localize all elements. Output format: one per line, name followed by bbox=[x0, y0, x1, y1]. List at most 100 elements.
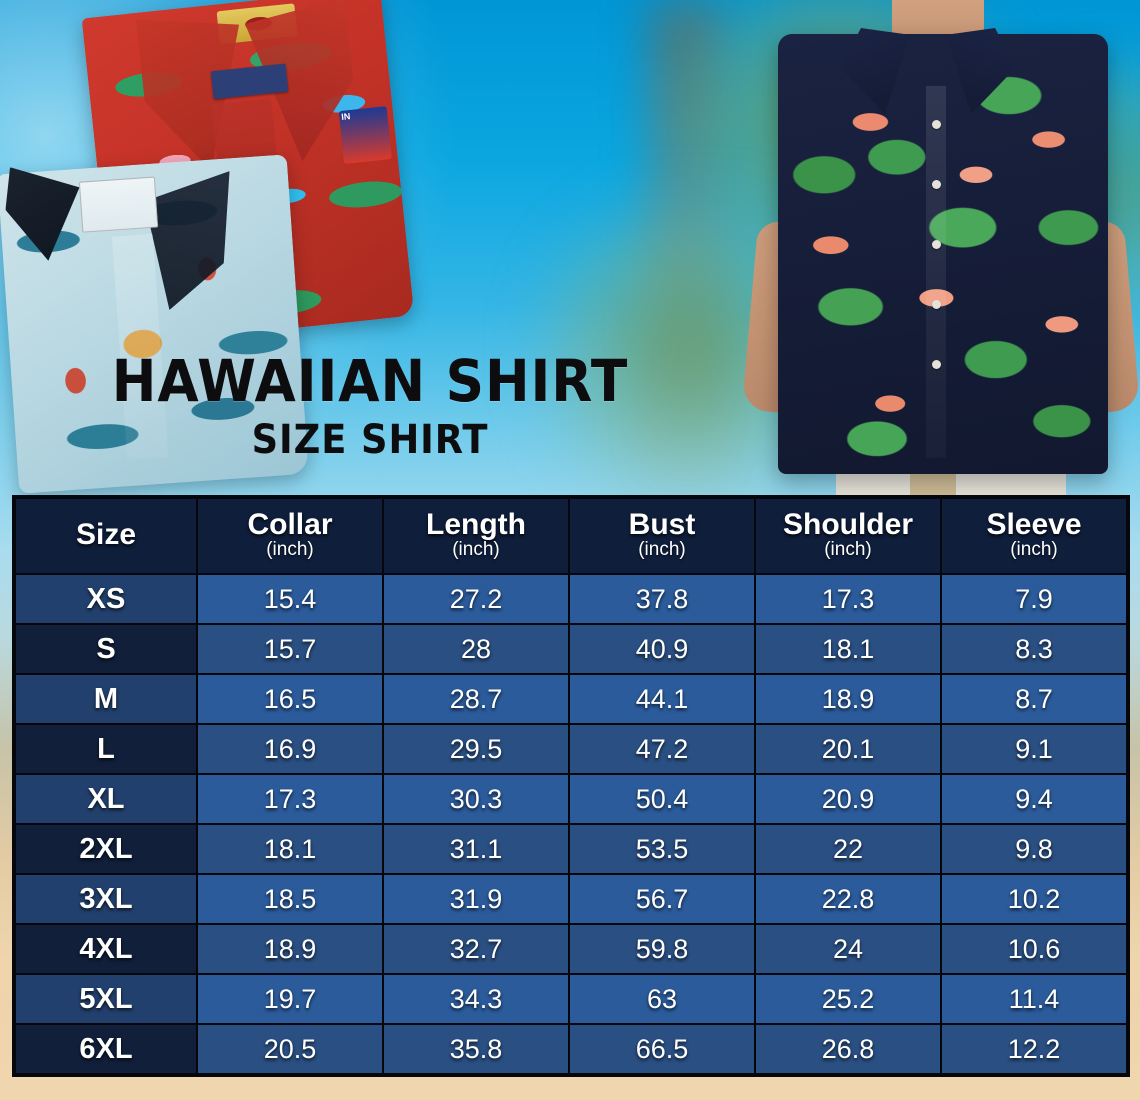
shoulder-value-cell: 17.3 bbox=[756, 575, 940, 624]
size-label-cell: 6XL bbox=[16, 1025, 196, 1074]
length-value-cell: 35.8 bbox=[384, 1025, 568, 1074]
bust-value-cell: 44.1 bbox=[570, 675, 754, 724]
collar-value-cell: 17.3 bbox=[198, 775, 382, 824]
bust-value-cell: 40.9 bbox=[570, 625, 754, 674]
column-header-length: Length (inch) bbox=[384, 499, 568, 574]
sleeve-value-cell: 9.4 bbox=[942, 775, 1126, 824]
table-row: 2XL 18.1 31.1 53.5 22 9.8 bbox=[16, 825, 1126, 874]
column-header-unit: (inch) bbox=[638, 539, 686, 561]
length-value-cell: 27.2 bbox=[384, 575, 568, 624]
column-header-unit: (inch) bbox=[266, 539, 314, 561]
column-header-sleeve: Sleeve (inch) bbox=[942, 499, 1126, 574]
table-row: XL 17.3 30.3 50.4 20.9 9.4 bbox=[16, 775, 1126, 824]
size-label-cell: 3XL bbox=[16, 875, 196, 924]
sleeve-value-cell: 10.6 bbox=[942, 925, 1126, 974]
bust-value-cell: 56.7 bbox=[570, 875, 754, 924]
column-header-size: Size bbox=[16, 499, 196, 574]
size-label-cell: XL bbox=[16, 775, 196, 824]
shoulder-value-cell: 24 bbox=[756, 925, 940, 974]
sleeve-value-cell: 8.7 bbox=[942, 675, 1126, 724]
collar-value-cell: 16.9 bbox=[198, 725, 382, 774]
shirt-button bbox=[932, 180, 941, 189]
blue-shirt-collar-right bbox=[143, 171, 239, 311]
collar-value-cell: 18.1 bbox=[198, 825, 382, 874]
shoulder-value-cell: 22 bbox=[756, 825, 940, 874]
sleeve-value-cell: 7.9 bbox=[942, 575, 1126, 624]
length-value-cell: 28 bbox=[384, 625, 568, 674]
bust-value-cell: 47.2 bbox=[570, 725, 754, 774]
column-header-label: Length bbox=[426, 508, 526, 541]
collar-value-cell: 15.4 bbox=[198, 575, 382, 624]
shoulder-value-cell: 25.2 bbox=[756, 975, 940, 1024]
table-row: 3XL 18.5 31.9 56.7 22.8 10.2 bbox=[16, 875, 1126, 924]
column-header-collar: Collar (inch) bbox=[198, 499, 382, 574]
blue-hawaiian-shirt-image bbox=[0, 154, 309, 494]
sleeve-value-cell: 9.8 bbox=[942, 825, 1126, 874]
size-label-cell: 4XL bbox=[16, 925, 196, 974]
size-label-cell: XS bbox=[16, 575, 196, 624]
shoulder-value-cell: 22.8 bbox=[756, 875, 940, 924]
size-label-cell: 2XL bbox=[16, 825, 196, 874]
table-header-row: Size Collar (inch) Length (inch) Bust (i… bbox=[16, 499, 1126, 574]
length-value-cell: 31.1 bbox=[384, 825, 568, 874]
collar-value-cell: 15.7 bbox=[198, 625, 382, 674]
shirt-button bbox=[932, 120, 941, 129]
column-header-label: Sleeve bbox=[986, 508, 1082, 541]
table-row: 6XL 20.5 35.8 66.5 26.8 12.2 bbox=[16, 1025, 1126, 1074]
table-row: L 16.9 29.5 47.2 20.1 9.1 bbox=[16, 725, 1126, 774]
size-chart-table-wrapper: Size Collar (inch) Length (inch) Bust (i… bbox=[12, 495, 1130, 1078]
blue-shirt-collar-dark bbox=[3, 162, 85, 263]
shirt-button bbox=[932, 300, 941, 309]
model-photo bbox=[740, 0, 1140, 500]
column-header-label: Shoulder bbox=[782, 508, 913, 541]
bust-value-cell: 50.4 bbox=[570, 775, 754, 824]
collar-value-cell: 20.5 bbox=[198, 1025, 382, 1074]
length-value-cell: 34.3 bbox=[384, 975, 568, 1024]
table-row: 4XL 18.9 32.7 59.8 24 10.6 bbox=[16, 925, 1126, 974]
collar-value-cell: 19.7 bbox=[198, 975, 382, 1024]
sleeve-value-cell: 10.2 bbox=[942, 875, 1126, 924]
size-chart-table: Size Collar (inch) Length (inch) Bust (i… bbox=[14, 497, 1128, 1076]
size-label-cell: S bbox=[16, 625, 196, 674]
size-label-cell: M bbox=[16, 675, 196, 724]
shirt-button bbox=[932, 240, 941, 249]
length-value-cell: 31.9 bbox=[384, 875, 568, 924]
collar-value-cell: 16.5 bbox=[198, 675, 382, 724]
length-value-cell: 30.3 bbox=[384, 775, 568, 824]
sleeve-value-cell: 11.4 bbox=[942, 975, 1126, 1024]
column-header-shoulder: Shoulder (inch) bbox=[756, 499, 940, 574]
sleeve-value-cell: 8.3 bbox=[942, 625, 1126, 674]
shoulder-value-cell: 20.1 bbox=[756, 725, 940, 774]
bust-value-cell: 37.8 bbox=[570, 575, 754, 624]
shoulder-value-cell: 18.9 bbox=[756, 675, 940, 724]
length-value-cell: 28.7 bbox=[384, 675, 568, 724]
table-row: 5XL 19.7 34.3 63 25.2 11.4 bbox=[16, 975, 1126, 1024]
table-row: M 16.5 28.7 44.1 18.9 8.7 bbox=[16, 675, 1126, 724]
table-row: S 15.7 28 40.9 18.1 8.3 bbox=[16, 625, 1126, 674]
column-header-unit: (inch) bbox=[824, 539, 872, 561]
table-head: Size Collar (inch) Length (inch) Bust (i… bbox=[16, 499, 1126, 574]
bust-value-cell: 63 bbox=[570, 975, 754, 1024]
size-label-cell: L bbox=[16, 725, 196, 774]
shirt-button bbox=[932, 360, 941, 369]
column-header-label: Collar bbox=[247, 508, 333, 541]
red-shirt-badge: IN bbox=[338, 105, 392, 164]
column-header-bust: Bust (inch) bbox=[570, 499, 754, 574]
blue-shirt-pocket bbox=[79, 176, 158, 233]
collar-value-cell: 18.5 bbox=[198, 875, 382, 924]
shoulder-value-cell: 26.8 bbox=[756, 1025, 940, 1074]
navy-flamingo-shirt-image bbox=[778, 34, 1108, 474]
shoulder-value-cell: 20.9 bbox=[756, 775, 940, 824]
column-header-unit: (inch) bbox=[1010, 539, 1058, 561]
bust-value-cell: 66.5 bbox=[570, 1025, 754, 1074]
folded-shirts-photo: IN bbox=[0, 0, 415, 494]
length-value-cell: 32.7 bbox=[384, 925, 568, 974]
shoulder-value-cell: 18.1 bbox=[756, 625, 940, 674]
collar-value-cell: 18.9 bbox=[198, 925, 382, 974]
bust-value-cell: 59.8 bbox=[570, 925, 754, 974]
sleeve-value-cell: 12.2 bbox=[942, 1025, 1126, 1074]
column-header-label: Bust bbox=[628, 508, 696, 541]
model-shirt-placket bbox=[926, 86, 946, 458]
blue-shirt-placket bbox=[112, 234, 169, 461]
